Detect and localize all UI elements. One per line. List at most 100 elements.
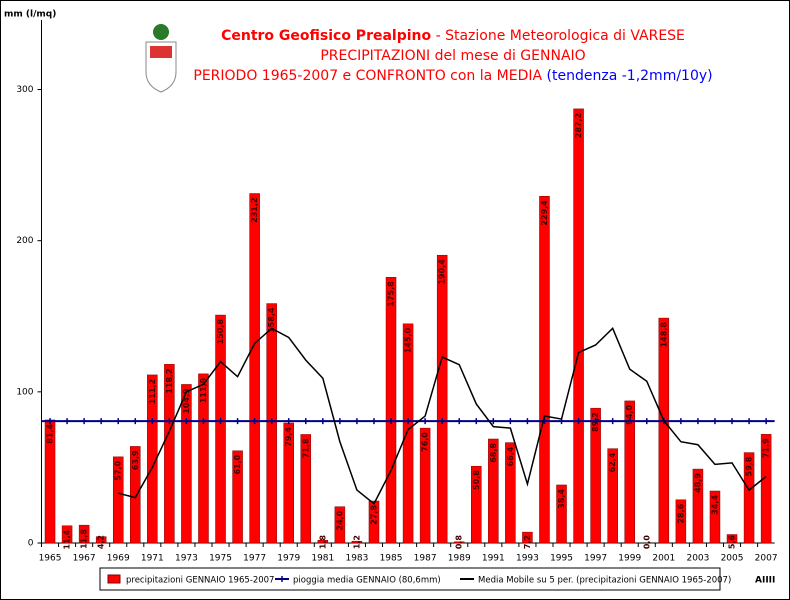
x-tick-label: 1975	[209, 554, 232, 564]
bar	[130, 446, 141, 544]
bar	[539, 195, 550, 544]
data-label: 7,2	[523, 535, 532, 549]
data-label: 81,4	[46, 424, 55, 444]
average-marker	[677, 418, 684, 425]
x-tick-label: 1973	[175, 554, 198, 564]
legend-label: Media Mobile su 5 per. (precipitazioni G…	[478, 576, 731, 586]
title-rest: - Stazione Meteorologica di VARESE	[431, 28, 685, 44]
x-tick-label: 2005	[721, 554, 744, 564]
average-marker	[729, 418, 736, 425]
x-tick-label: 1977	[243, 554, 266, 564]
data-label: 0,0	[642, 535, 651, 550]
x-tick-label: 1993	[516, 554, 539, 564]
data-label: 1,2	[352, 535, 361, 549]
data-label: 27,8	[369, 505, 378, 525]
data-label: 0,8	[455, 535, 464, 550]
average-marker	[200, 418, 207, 425]
bar	[249, 193, 260, 544]
x-tick-label: 1999	[618, 554, 641, 564]
data-label: 150,8	[216, 319, 225, 345]
average-marker	[285, 418, 292, 425]
average-marker	[64, 418, 71, 425]
data-label: 38,4	[557, 489, 566, 509]
bar	[334, 506, 346, 544]
average-marker	[490, 418, 497, 425]
data-label: 94,0	[625, 404, 634, 424]
average-marker	[507, 418, 514, 425]
bar	[488, 438, 499, 544]
bar	[692, 468, 704, 544]
data-label: 11,4	[63, 529, 72, 549]
average-marker	[217, 418, 224, 425]
data-label: 57,0	[114, 460, 123, 480]
data-label: 118,2	[165, 368, 174, 393]
bar	[232, 450, 243, 544]
average-marker	[302, 418, 309, 425]
data-label: 111,9	[199, 377, 208, 403]
average-marker	[388, 418, 395, 425]
bar	[573, 108, 584, 544]
average-marker	[575, 418, 582, 425]
bar	[453, 541, 465, 544]
x-tick-label: 1981	[311, 554, 334, 564]
data-label: 63,9	[131, 450, 140, 470]
data-label: 1,8	[318, 535, 327, 550]
average-marker	[132, 418, 139, 425]
average-marker	[336, 418, 343, 425]
average-marker	[370, 418, 377, 425]
average-marker	[251, 418, 258, 425]
bar	[743, 452, 755, 544]
y-tick-label: 200	[16, 236, 33, 246]
data-label: 11,8	[80, 529, 89, 549]
data-label: 190,4	[438, 259, 447, 285]
x-tick-label: 2001	[652, 554, 675, 564]
average-marker	[473, 418, 480, 425]
bar	[300, 434, 312, 544]
average-marker	[81, 418, 88, 425]
data-label: 231,2	[250, 198, 259, 223]
legend-label: precipitazioni GENNAIO 1965-2007	[126, 576, 274, 586]
data-label: 61,0	[233, 454, 242, 474]
title-bold: Centro Geofisico Prealpino	[221, 28, 431, 44]
average-marker	[149, 418, 156, 425]
x-tick-label: 1971	[141, 554, 164, 564]
data-label: 50,8	[472, 470, 481, 490]
bar	[215, 314, 226, 544]
x-tick-label: 1969	[107, 554, 130, 564]
logo	[145, 24, 177, 93]
average-marker	[456, 418, 463, 425]
data-label: 62,4	[608, 452, 617, 472]
bar	[471, 465, 482, 544]
bar	[760, 434, 772, 544]
data-label: 145,0	[404, 327, 413, 353]
data-label: 59,8	[745, 456, 754, 476]
data-label: 229,4	[540, 200, 549, 226]
average-marker	[609, 418, 616, 425]
bar	[112, 456, 124, 544]
data-label: 104,9	[182, 388, 191, 414]
data-label: 34,4	[710, 495, 719, 515]
average-marker	[98, 418, 105, 425]
bar	[624, 400, 635, 544]
data-label: 111,2	[148, 379, 157, 404]
legend-label: pioggia media GENNAIO (80,6mm)	[293, 576, 441, 586]
moving-average-line	[118, 327, 767, 505]
average-marker	[115, 418, 122, 425]
x-tick-label: 1989	[448, 554, 471, 564]
x-tick-label: 1997	[584, 554, 607, 564]
y-axis-label: mm (l/mq)	[4, 10, 56, 20]
bar	[61, 525, 73, 544]
x-tick-label: 1985	[380, 554, 403, 564]
average-marker	[47, 418, 54, 425]
bar	[402, 323, 414, 544]
average-marker	[268, 418, 275, 425]
data-label: 24,0	[335, 510, 344, 530]
average-marker	[592, 418, 599, 425]
bar	[351, 540, 363, 544]
average-marker	[353, 418, 360, 425]
title: Centro Geofisico Prealpino - Stazione Me…	[221, 28, 685, 44]
bar	[147, 374, 158, 544]
bar	[368, 500, 380, 544]
